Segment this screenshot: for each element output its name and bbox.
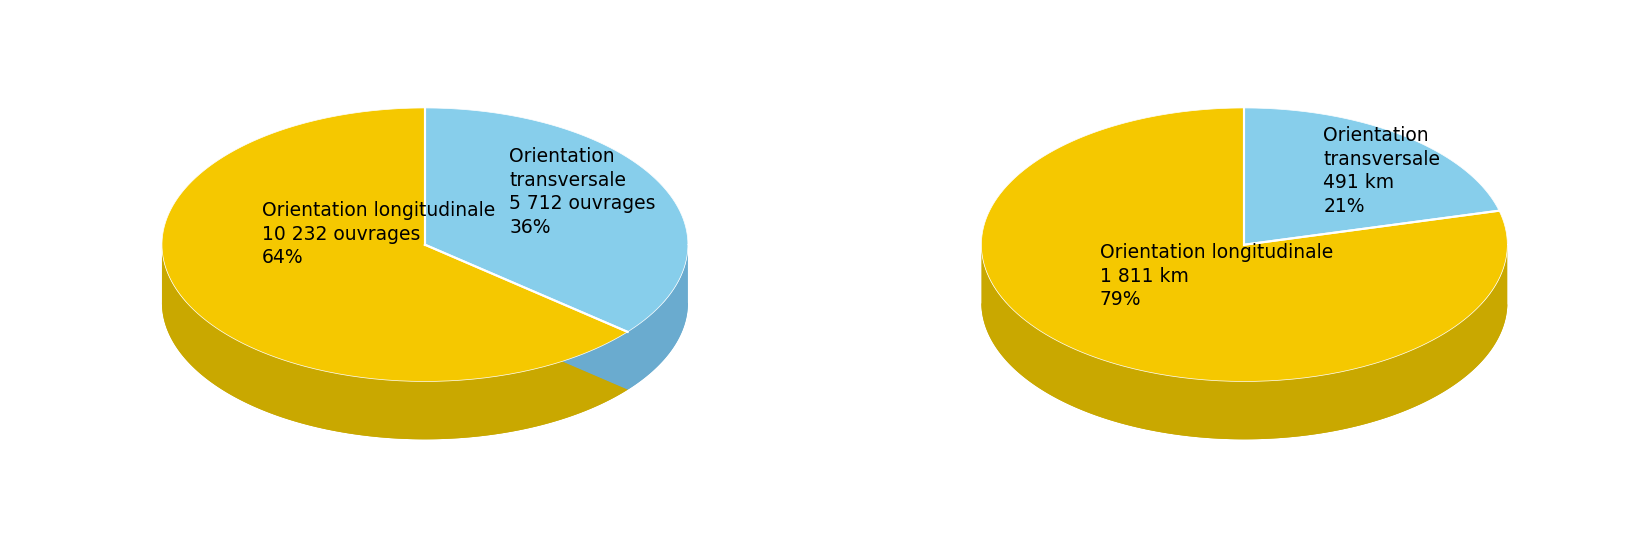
Text: Orientation
transversale
491 km
21%: Orientation transversale 491 km 21% <box>1323 126 1441 216</box>
Polygon shape <box>981 108 1507 382</box>
Polygon shape <box>163 302 628 440</box>
Text: Orientation longitudinale
1 811 km
79%: Orientation longitudinale 1 811 km 79% <box>1099 243 1332 309</box>
Polygon shape <box>426 108 688 332</box>
Polygon shape <box>981 302 1507 440</box>
Polygon shape <box>163 245 628 440</box>
Polygon shape <box>426 302 688 390</box>
Polygon shape <box>628 245 688 390</box>
Polygon shape <box>163 108 628 382</box>
Polygon shape <box>981 246 1507 440</box>
Text: Orientation
transversale
5 712 ouvrages
36%: Orientation transversale 5 712 ouvrages … <box>509 147 656 237</box>
Text: Orientation longitudinale
10 232 ouvrages
64%: Orientation longitudinale 10 232 ouvrage… <box>261 201 495 267</box>
Polygon shape <box>1244 108 1498 244</box>
Polygon shape <box>426 244 628 390</box>
Polygon shape <box>426 244 628 390</box>
